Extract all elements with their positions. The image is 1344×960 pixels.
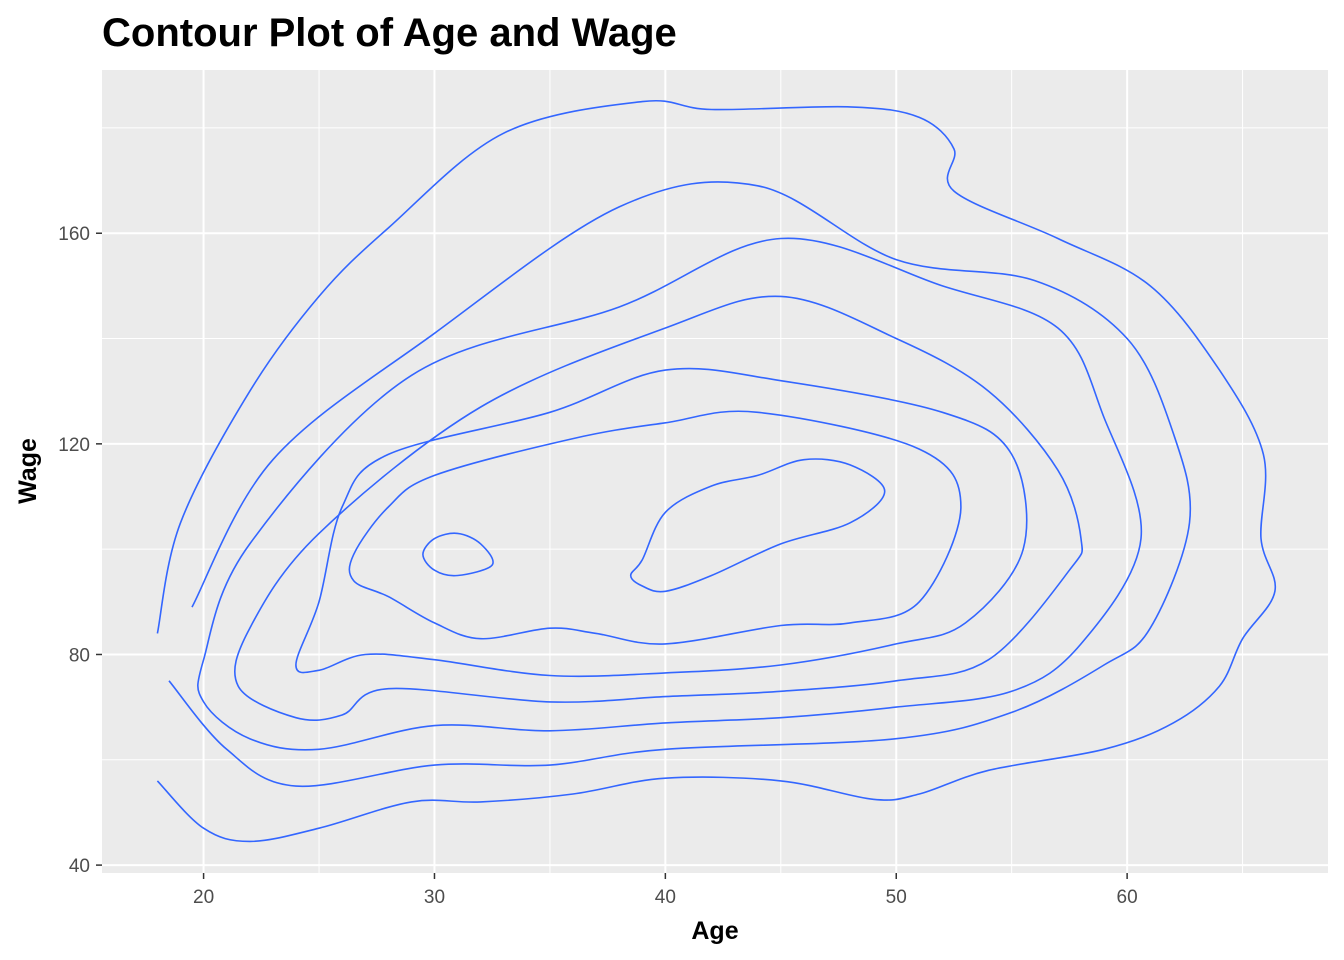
y-axis: 40 80 120 160 — [58, 224, 102, 877]
x-tick-label: 40 — [655, 887, 676, 908]
x-axis: 20 30 40 50 60 — [193, 873, 1138, 908]
y-axis-title: Wage — [14, 438, 42, 504]
x-tick-label: 60 — [1117, 887, 1138, 908]
plot-panel — [102, 70, 1328, 873]
x-tick-label: 30 — [424, 887, 445, 908]
contour-line-level-6 — [348, 410, 962, 645]
contour-line-level-2 — [168, 181, 1192, 788]
minor-gridlines — [102, 70, 1328, 873]
x-tick-label: 50 — [886, 887, 907, 908]
y-tick-label: 120 — [58, 435, 90, 456]
contour-line-level-5 — [295, 367, 1028, 678]
contour-line-level-4 — [233, 295, 1084, 722]
x-tick-label: 20 — [193, 887, 214, 908]
y-tick-label: 160 — [58, 224, 90, 245]
contour-line-level-7 — [422, 532, 494, 577]
x-axis-title: Age — [691, 917, 738, 945]
contour-line-level-3 — [197, 237, 1143, 751]
contour-line-level-8 — [629, 458, 886, 593]
chart-title: Contour Plot of Age and Wage — [102, 11, 677, 55]
contour-lines — [156, 99, 1277, 843]
y-tick-label: 80 — [69, 645, 90, 666]
contour-line-level-1 — [156, 99, 1277, 843]
y-tick-label: 40 — [69, 856, 90, 877]
